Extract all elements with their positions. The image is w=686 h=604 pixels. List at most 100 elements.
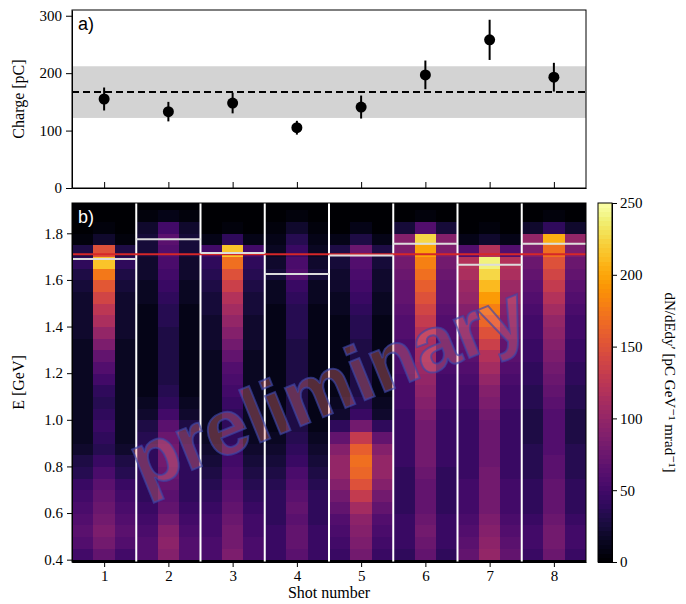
colorbar-swatch [598, 472, 612, 477]
heat-cell [543, 455, 565, 467]
tick-label: 1.8 [44, 226, 63, 242]
tick: 8 [551, 562, 559, 584]
heat-cell [93, 548, 115, 560]
tick-mark [67, 560, 72, 561]
heat-cell [436, 548, 458, 560]
colorbar-axis: 050100150200250 [612, 195, 643, 570]
heat-cell [372, 233, 394, 245]
shot-separator [457, 203, 459, 562]
heat-cell [350, 431, 372, 443]
heat-cell [543, 408, 565, 420]
heat-cell [265, 245, 287, 257]
tick-label: 3 [229, 568, 237, 584]
heat-cell [372, 455, 394, 467]
heat-cell [458, 420, 480, 432]
colorbar-swatch [598, 221, 612, 226]
heat-cell [522, 548, 544, 560]
heat-cell [522, 268, 544, 280]
tick [233, 182, 234, 188]
heat-cell [565, 396, 586, 408]
heat-cell [500, 478, 522, 490]
heat-cell [436, 420, 458, 432]
tick-label: 100 [620, 411, 643, 427]
heat-cell [72, 338, 94, 350]
heat-cell [286, 222, 308, 234]
heat-cell [500, 210, 522, 222]
peak-energy-line [72, 258, 136, 260]
colorbar-swatch [598, 504, 612, 509]
heat-cell [136, 245, 158, 257]
heat-cell [565, 338, 586, 350]
colorbar-swatch [598, 324, 612, 329]
colorbar-swatch [598, 549, 612, 554]
tick-mark [67, 327, 72, 328]
heat-cell [115, 490, 137, 502]
heat-cell [72, 513, 94, 525]
shot-separator [200, 203, 202, 562]
heat-cell [243, 525, 265, 537]
tick: 0 [612, 554, 628, 570]
tick: 2 [165, 562, 173, 584]
colorbar-swatch [598, 499, 612, 504]
heat-cell [372, 513, 394, 525]
heat-cell [308, 245, 330, 257]
heat-cell [222, 501, 244, 513]
heat-cell [201, 315, 223, 327]
heat-cell [350, 268, 372, 280]
heat-cell [479, 466, 501, 478]
heat-cell [158, 513, 180, 525]
heat-cell [158, 501, 180, 513]
heat-cell [500, 245, 522, 257]
heat-cell [93, 478, 115, 490]
heat-cell [115, 315, 137, 327]
colorbar-swatch [598, 284, 612, 289]
heat-cell [72, 362, 94, 374]
tick-mark [67, 420, 72, 421]
heat-cell [179, 513, 201, 525]
tick: 1.0 [44, 412, 72, 428]
tick: 1.8 [44, 226, 72, 242]
heat-cell [329, 210, 351, 222]
colorbar-swatch [598, 270, 612, 275]
colorbar-swatch [598, 369, 612, 374]
axis-line [72, 11, 73, 189]
heat-cell [72, 431, 94, 443]
colorbar-swatch [598, 288, 612, 293]
heat-cell [393, 408, 415, 420]
heat-cell [93, 350, 115, 362]
heat-cell [243, 466, 265, 478]
heat-cell [543, 210, 565, 222]
heat-cell [393, 501, 415, 513]
tick-label: 250 [620, 195, 643, 211]
heat-cell [265, 327, 287, 339]
heat-cell [500, 420, 522, 432]
heat-cell [329, 315, 351, 327]
heat-cell [543, 548, 565, 560]
panel-b-data [72, 203, 586, 562]
heat-cell [543, 513, 565, 525]
peak-energy-line [522, 243, 586, 245]
tick-label: 8 [551, 568, 559, 584]
heat-cell [222, 362, 244, 374]
heat-cell [136, 513, 158, 525]
heat-cell [350, 478, 372, 490]
heat-cell [329, 536, 351, 548]
colorbar-swatch [598, 418, 612, 423]
heat-cell [479, 257, 501, 269]
heat-cell [565, 292, 586, 304]
heat-cell [522, 443, 544, 455]
heat-cell [500, 548, 522, 560]
heat-cell [522, 408, 544, 420]
heat-cell [286, 513, 308, 525]
heat-cell [222, 257, 244, 269]
heat-cell [543, 245, 565, 257]
peak-energy-line [265, 273, 329, 275]
heat-cell [243, 280, 265, 292]
colorbar-swatch [598, 495, 612, 500]
heat-cell [93, 490, 115, 502]
colorbar-swatch [598, 360, 612, 365]
heat-cell [179, 292, 201, 304]
heat-cell [458, 257, 480, 269]
heat-cell [265, 222, 287, 234]
figure: 0100200300Charge [pC]a)123456780.40.60.8… [0, 0, 686, 604]
